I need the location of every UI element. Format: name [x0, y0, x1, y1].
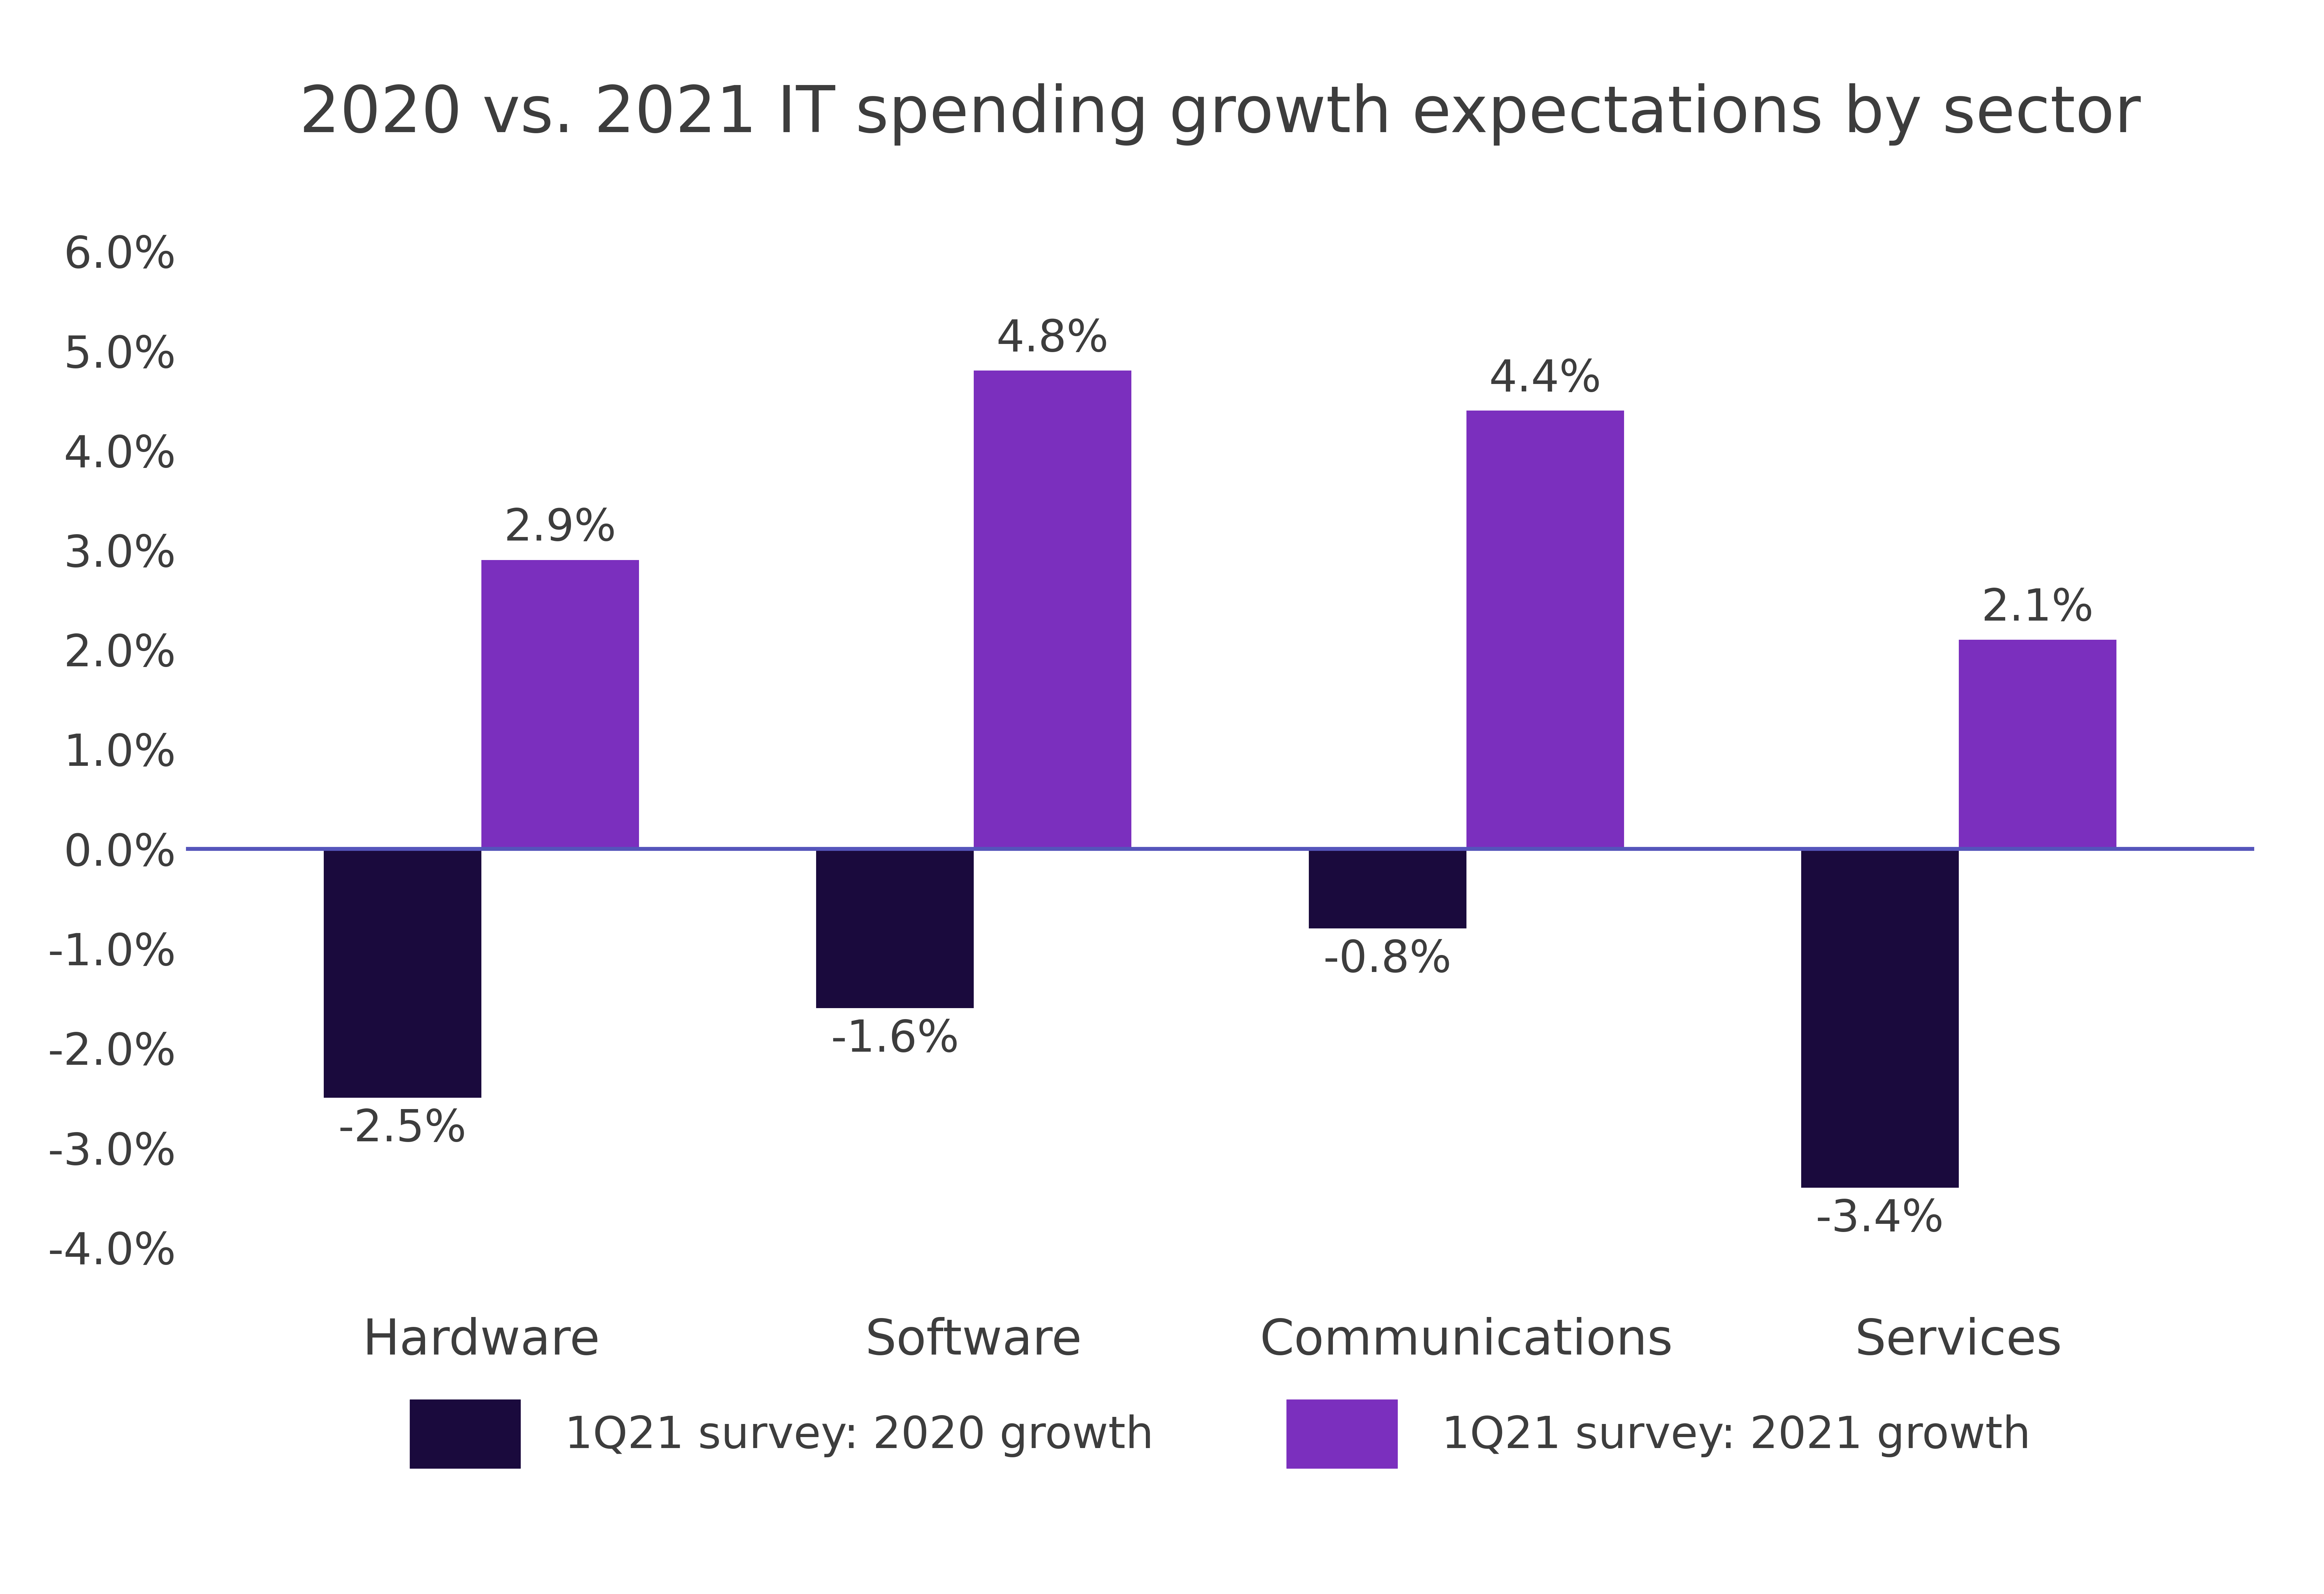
Text: 2.1%: 2.1% — [1982, 587, 2094, 630]
Bar — [481, 559, 639, 848]
Legend: 1Q21 survey: 2020 growth, 1Q21 survey: 2021 growth: 1Q21 survey: 2020 growth, 1Q21 survey: 2… — [393, 1382, 2047, 1486]
Text: -3.4%: -3.4% — [1815, 1197, 1945, 1240]
Bar — [1466, 410, 1624, 848]
Title: 2020 vs. 2021 IT spending growth expectations by sector: 2020 vs. 2021 IT spending growth expecta… — [300, 83, 2140, 145]
Text: 2.9%: 2.9% — [504, 507, 616, 550]
Bar — [816, 848, 974, 1009]
Text: -0.8%: -0.8% — [1322, 939, 1452, 982]
Text: 4.8%: 4.8% — [997, 317, 1109, 360]
Bar — [1959, 639, 2117, 848]
Text: 4.4%: 4.4% — [1490, 357, 1601, 400]
Bar — [323, 848, 481, 1098]
Bar — [974, 370, 1132, 848]
Bar — [1801, 848, 1959, 1188]
Text: -1.6%: -1.6% — [832, 1019, 960, 1062]
Bar — [1308, 848, 1466, 928]
Text: -2.5%: -2.5% — [339, 1108, 467, 1151]
